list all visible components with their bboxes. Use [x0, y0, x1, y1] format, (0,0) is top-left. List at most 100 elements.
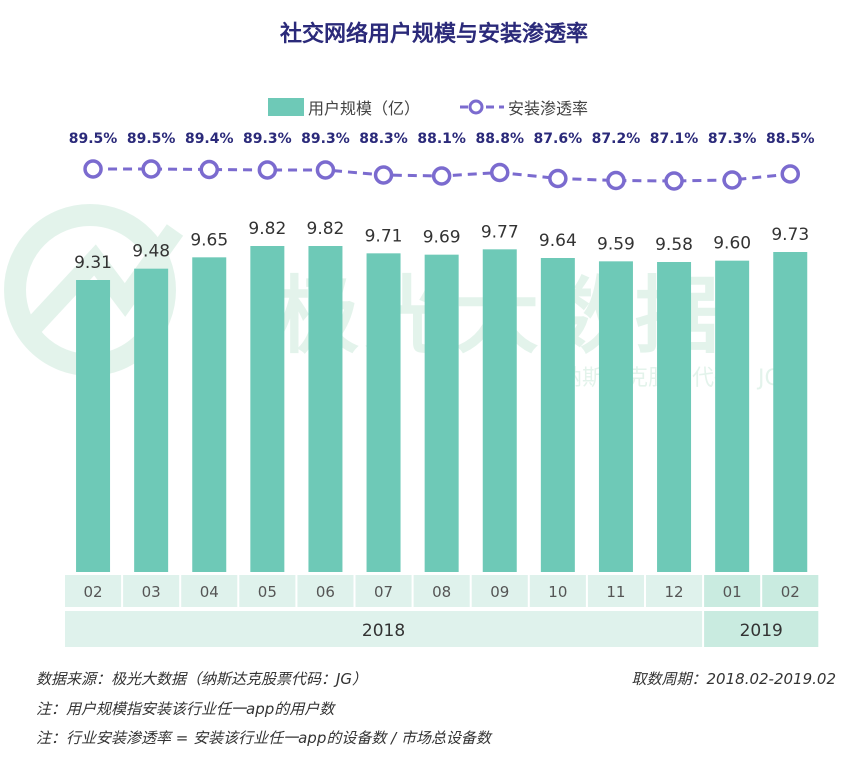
x-tick-label: 03 [142, 583, 161, 601]
legend-line-label: 安装渗透率 [508, 99, 589, 118]
x-tick-label: 02 [84, 583, 103, 601]
bar-labels: 9.31 9.48 9.65 9.82 9.82 9.71 9.69 9.77 9.64 9.59… [74, 219, 809, 273]
line-point [141, 159, 161, 179]
bar [773, 252, 808, 572]
bar-value-label: 9.65 [190, 230, 228, 250]
legend-bar-swatch [268, 98, 304, 116]
x-tick-label: 08 [432, 583, 451, 601]
line-point [606, 170, 626, 191]
line-value-label: 87.2% [592, 131, 641, 147]
bar-value-label: 9.59 [597, 234, 635, 254]
line-point [83, 159, 103, 179]
x-tick-cell [181, 575, 238, 607]
bar-value-label: 9.64 [539, 231, 577, 251]
x-tick-cell [413, 575, 470, 607]
year-group-cell [704, 611, 819, 647]
line-value-label: 87.1% [650, 131, 699, 147]
bar-value-label: 9.58 [655, 235, 693, 255]
line-value-label: 88.5% [766, 131, 815, 147]
footer-note-2: 注：行业安装渗透率 = 安装该行业任一app的设备数 / 市场总设备数 [36, 729, 491, 747]
bar [540, 258, 575, 572]
bar [598, 261, 633, 572]
line-point [199, 159, 219, 180]
x-tick-cell [123, 575, 180, 607]
bar [192, 257, 227, 572]
line-point [780, 164, 800, 184]
bar [134, 268, 169, 572]
legend-item-line: 安装渗透率 [460, 95, 588, 119]
line-point [548, 168, 568, 189]
bar-series [76, 246, 808, 573]
bar-value-label: 9.69 [423, 228, 461, 248]
line-point [431, 166, 452, 186]
bar-value-label: 9.60 [713, 234, 751, 254]
footer-period: 取数周期：2018.02-2019.02 [631, 670, 836, 688]
x-tick-label: 05 [258, 583, 277, 601]
x-axis: 02 03 04 05 06 07 08 09 10 11 12 01 02 2018 2019 [65, 575, 819, 647]
x-tick-cell [529, 575, 586, 607]
x-tick-label: 12 [665, 583, 684, 601]
line-point [257, 160, 278, 180]
line-point [315, 160, 336, 180]
line-value-label: 88.3% [359, 131, 408, 147]
x-tick-label: 07 [374, 583, 393, 601]
x-tick-label: 09 [490, 583, 509, 601]
line-point [722, 170, 742, 190]
bar [308, 246, 343, 572]
bar [657, 262, 692, 572]
line-value-label: 87.6% [534, 131, 583, 147]
bar [76, 280, 111, 572]
line-value-label: 89.5% [69, 131, 118, 147]
x-tick-cell [587, 575, 644, 607]
x-tick-label: 01 [723, 583, 742, 601]
line-labels: 89.5% 89.5% 89.4% 89.3% 89.3% 88.3% 88.1% 88.8%… [69, 131, 815, 147]
x-tick-label: 06 [316, 583, 335, 601]
line-value-label: 87.3% [708, 131, 757, 147]
line-point [664, 171, 684, 191]
line-value-label: 88.8% [475, 131, 524, 147]
legend: 用户规模（亿） 安装渗透率 [268, 95, 588, 119]
x-tick-cell [297, 575, 354, 607]
legend-bar-label: 用户规模（亿） [308, 99, 421, 118]
line-value-label: 89.5% [127, 131, 176, 147]
line-value-label: 88.1% [417, 131, 466, 147]
line-value-label: 89.4% [185, 131, 234, 147]
year-group-label: 2019 [740, 621, 783, 641]
x-tick-label: 10 [548, 583, 567, 601]
line-value-label: 89.3% [301, 131, 350, 147]
line-series [83, 159, 800, 191]
chart-title: 社交网络用户规模与安装渗透率 [279, 22, 588, 47]
footer-source: 数据来源：极光大数据（纳斯达克股票代码：JG） [36, 670, 368, 688]
bar [366, 253, 401, 573]
year-group-label: 2018 [362, 621, 405, 641]
x-tick-label: 02 [781, 583, 800, 601]
year-group-cell [65, 611, 703, 647]
legend-line-swatch [460, 99, 505, 115]
footer-note-1: 注：用户规模指安装该行业任一app的用户数 [36, 700, 335, 718]
x-tick-cell [355, 575, 412, 607]
bar-value-label: 9.71 [365, 226, 403, 246]
footer-source-row: 数据来源：极光大数据（纳斯达克股票代码：JG） 取数周期：2018.02-201… [36, 668, 836, 689]
x-tick-cell [646, 575, 703, 607]
x-tick-cell [704, 575, 761, 607]
legend-item-bar: 用户规模（亿） [268, 95, 420, 119]
x-tick-label: 11 [606, 583, 625, 601]
bar-value-label: 9.31 [74, 253, 112, 273]
bar-value-label: 9.77 [481, 222, 519, 242]
bar-value-label: 9.82 [248, 219, 286, 239]
bar-value-label: 9.73 [771, 225, 809, 245]
x-tick-label: 04 [200, 583, 219, 601]
bar [715, 260, 750, 572]
x-tick-cell [471, 575, 528, 607]
bar-value-label: 9.48 [132, 242, 170, 262]
x-tick-cell [65, 575, 122, 607]
line-point [373, 165, 394, 185]
line-point [490, 162, 510, 183]
bar [250, 246, 285, 572]
x-tick-cell [239, 575, 296, 607]
x-tick-cell [762, 575, 819, 607]
bar [424, 254, 459, 572]
bar [482, 249, 517, 573]
chart-canvas: 极光大数据 纳斯达克股票代码：JG 9.319.489.659.829.829.… [4, 131, 819, 647]
line-value-label: 89.3% [243, 131, 292, 147]
